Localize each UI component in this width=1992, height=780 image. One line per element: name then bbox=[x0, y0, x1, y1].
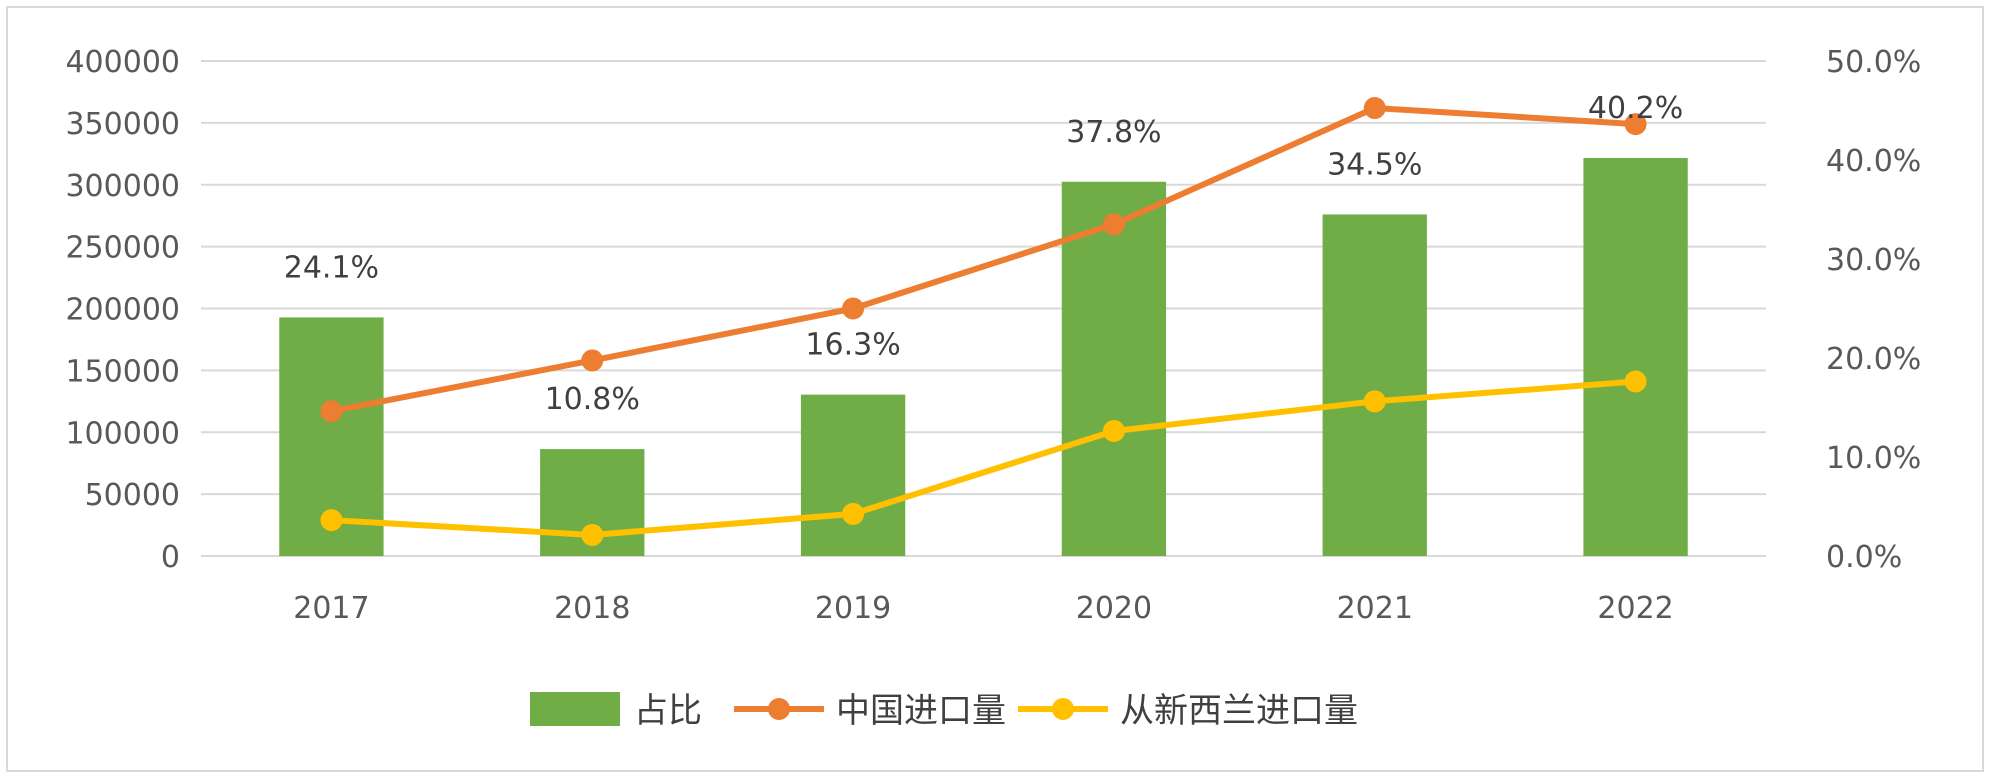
right-axis-tick-label: 40.0% bbox=[1826, 144, 1921, 179]
legend-swatch-china-marker bbox=[768, 698, 790, 720]
series-line bbox=[328, 105, 1639, 415]
left-axis-tick-label: 50000 bbox=[85, 478, 180, 513]
left-axis-tick-label: 350000 bbox=[65, 107, 180, 142]
left-axis-tick-label: 0 bbox=[161, 540, 180, 575]
bar bbox=[1322, 214, 1427, 556]
bar bbox=[1583, 158, 1688, 556]
bar bbox=[1061, 181, 1167, 556]
series-point bbox=[581, 349, 604, 372]
series-point bbox=[1363, 390, 1386, 413]
legend-swatch-share bbox=[530, 692, 620, 726]
left-axis-tick-label: 250000 bbox=[65, 231, 180, 266]
series-point bbox=[320, 509, 343, 532]
right-axis-tick-label: 50.0% bbox=[1826, 45, 1921, 80]
bar-data-label: 37.8% bbox=[1066, 115, 1161, 150]
bar-data-label: 10.8% bbox=[545, 382, 640, 417]
x-axis-tick-label: 2020 bbox=[1076, 591, 1152, 626]
left-axis-tick-label: 300000 bbox=[65, 169, 180, 204]
left-axis-tick-label: 100000 bbox=[65, 416, 180, 451]
x-axis-tick-label: 2018 bbox=[554, 591, 630, 626]
right-axis-tick-label: 30.0% bbox=[1826, 243, 1921, 278]
right-axis-tick-label: 20.0% bbox=[1826, 342, 1921, 377]
series-point bbox=[581, 523, 604, 546]
bar-data-labels: 24.1% 10.8% 16.3% 37.8% 34.5% 40.2% bbox=[284, 91, 1683, 417]
series-point bbox=[1624, 113, 1647, 136]
legend-swatch-nz-marker bbox=[1052, 698, 1074, 720]
legend-label-nz-import: 从新西兰进口量 bbox=[1120, 691, 1358, 731]
left-axis-tick-label: 200000 bbox=[65, 293, 180, 328]
legend-label-share: 占比 bbox=[634, 691, 702, 731]
left-axis-ticks: 0 50000 100000 150000 200000 250000 300000 3500… bbox=[65, 45, 180, 575]
x-axis-ticks: 2017 2018 2019 2020 2021 2022 bbox=[293, 591, 1674, 626]
bar bbox=[800, 394, 906, 556]
x-axis-tick-label: 2017 bbox=[293, 591, 369, 626]
right-axis-ticks: 0.0% 10.0% 20.0% 30.0% 40.0% 50.0% bbox=[1826, 45, 1921, 575]
left-axis-tick-label: 400000 bbox=[65, 45, 180, 80]
bar-data-label: 16.3% bbox=[805, 328, 900, 363]
gridlines bbox=[201, 60, 1766, 496]
legend: 占比 中国进口量 从新西兰进口量 bbox=[530, 691, 1358, 731]
right-axis-tick-label: 10.0% bbox=[1826, 441, 1921, 476]
line-series bbox=[320, 97, 1647, 546]
x-axis-tick-label: 2022 bbox=[1597, 591, 1673, 626]
bar-data-label: 24.1% bbox=[284, 250, 379, 285]
bar-series bbox=[279, 158, 1688, 556]
series-point bbox=[842, 502, 865, 525]
series-point bbox=[1102, 420, 1125, 443]
series-point bbox=[1102, 213, 1125, 236]
bar-data-label: 34.5% bbox=[1327, 147, 1422, 182]
left-axis-tick-label: 150000 bbox=[65, 354, 180, 389]
x-axis-tick-label: 2021 bbox=[1337, 591, 1413, 626]
series-line bbox=[328, 378, 1639, 538]
series-point bbox=[1363, 97, 1386, 120]
series-point bbox=[1624, 370, 1647, 393]
series-point bbox=[320, 400, 343, 423]
legend-label-china-import: 中国进口量 bbox=[836, 691, 1006, 731]
right-axis-tick-label: 0.0% bbox=[1826, 540, 1902, 575]
x-axis-tick-label: 2019 bbox=[815, 591, 891, 626]
series-point bbox=[842, 297, 865, 320]
bar-data-label: 40.2% bbox=[1588, 91, 1683, 126]
